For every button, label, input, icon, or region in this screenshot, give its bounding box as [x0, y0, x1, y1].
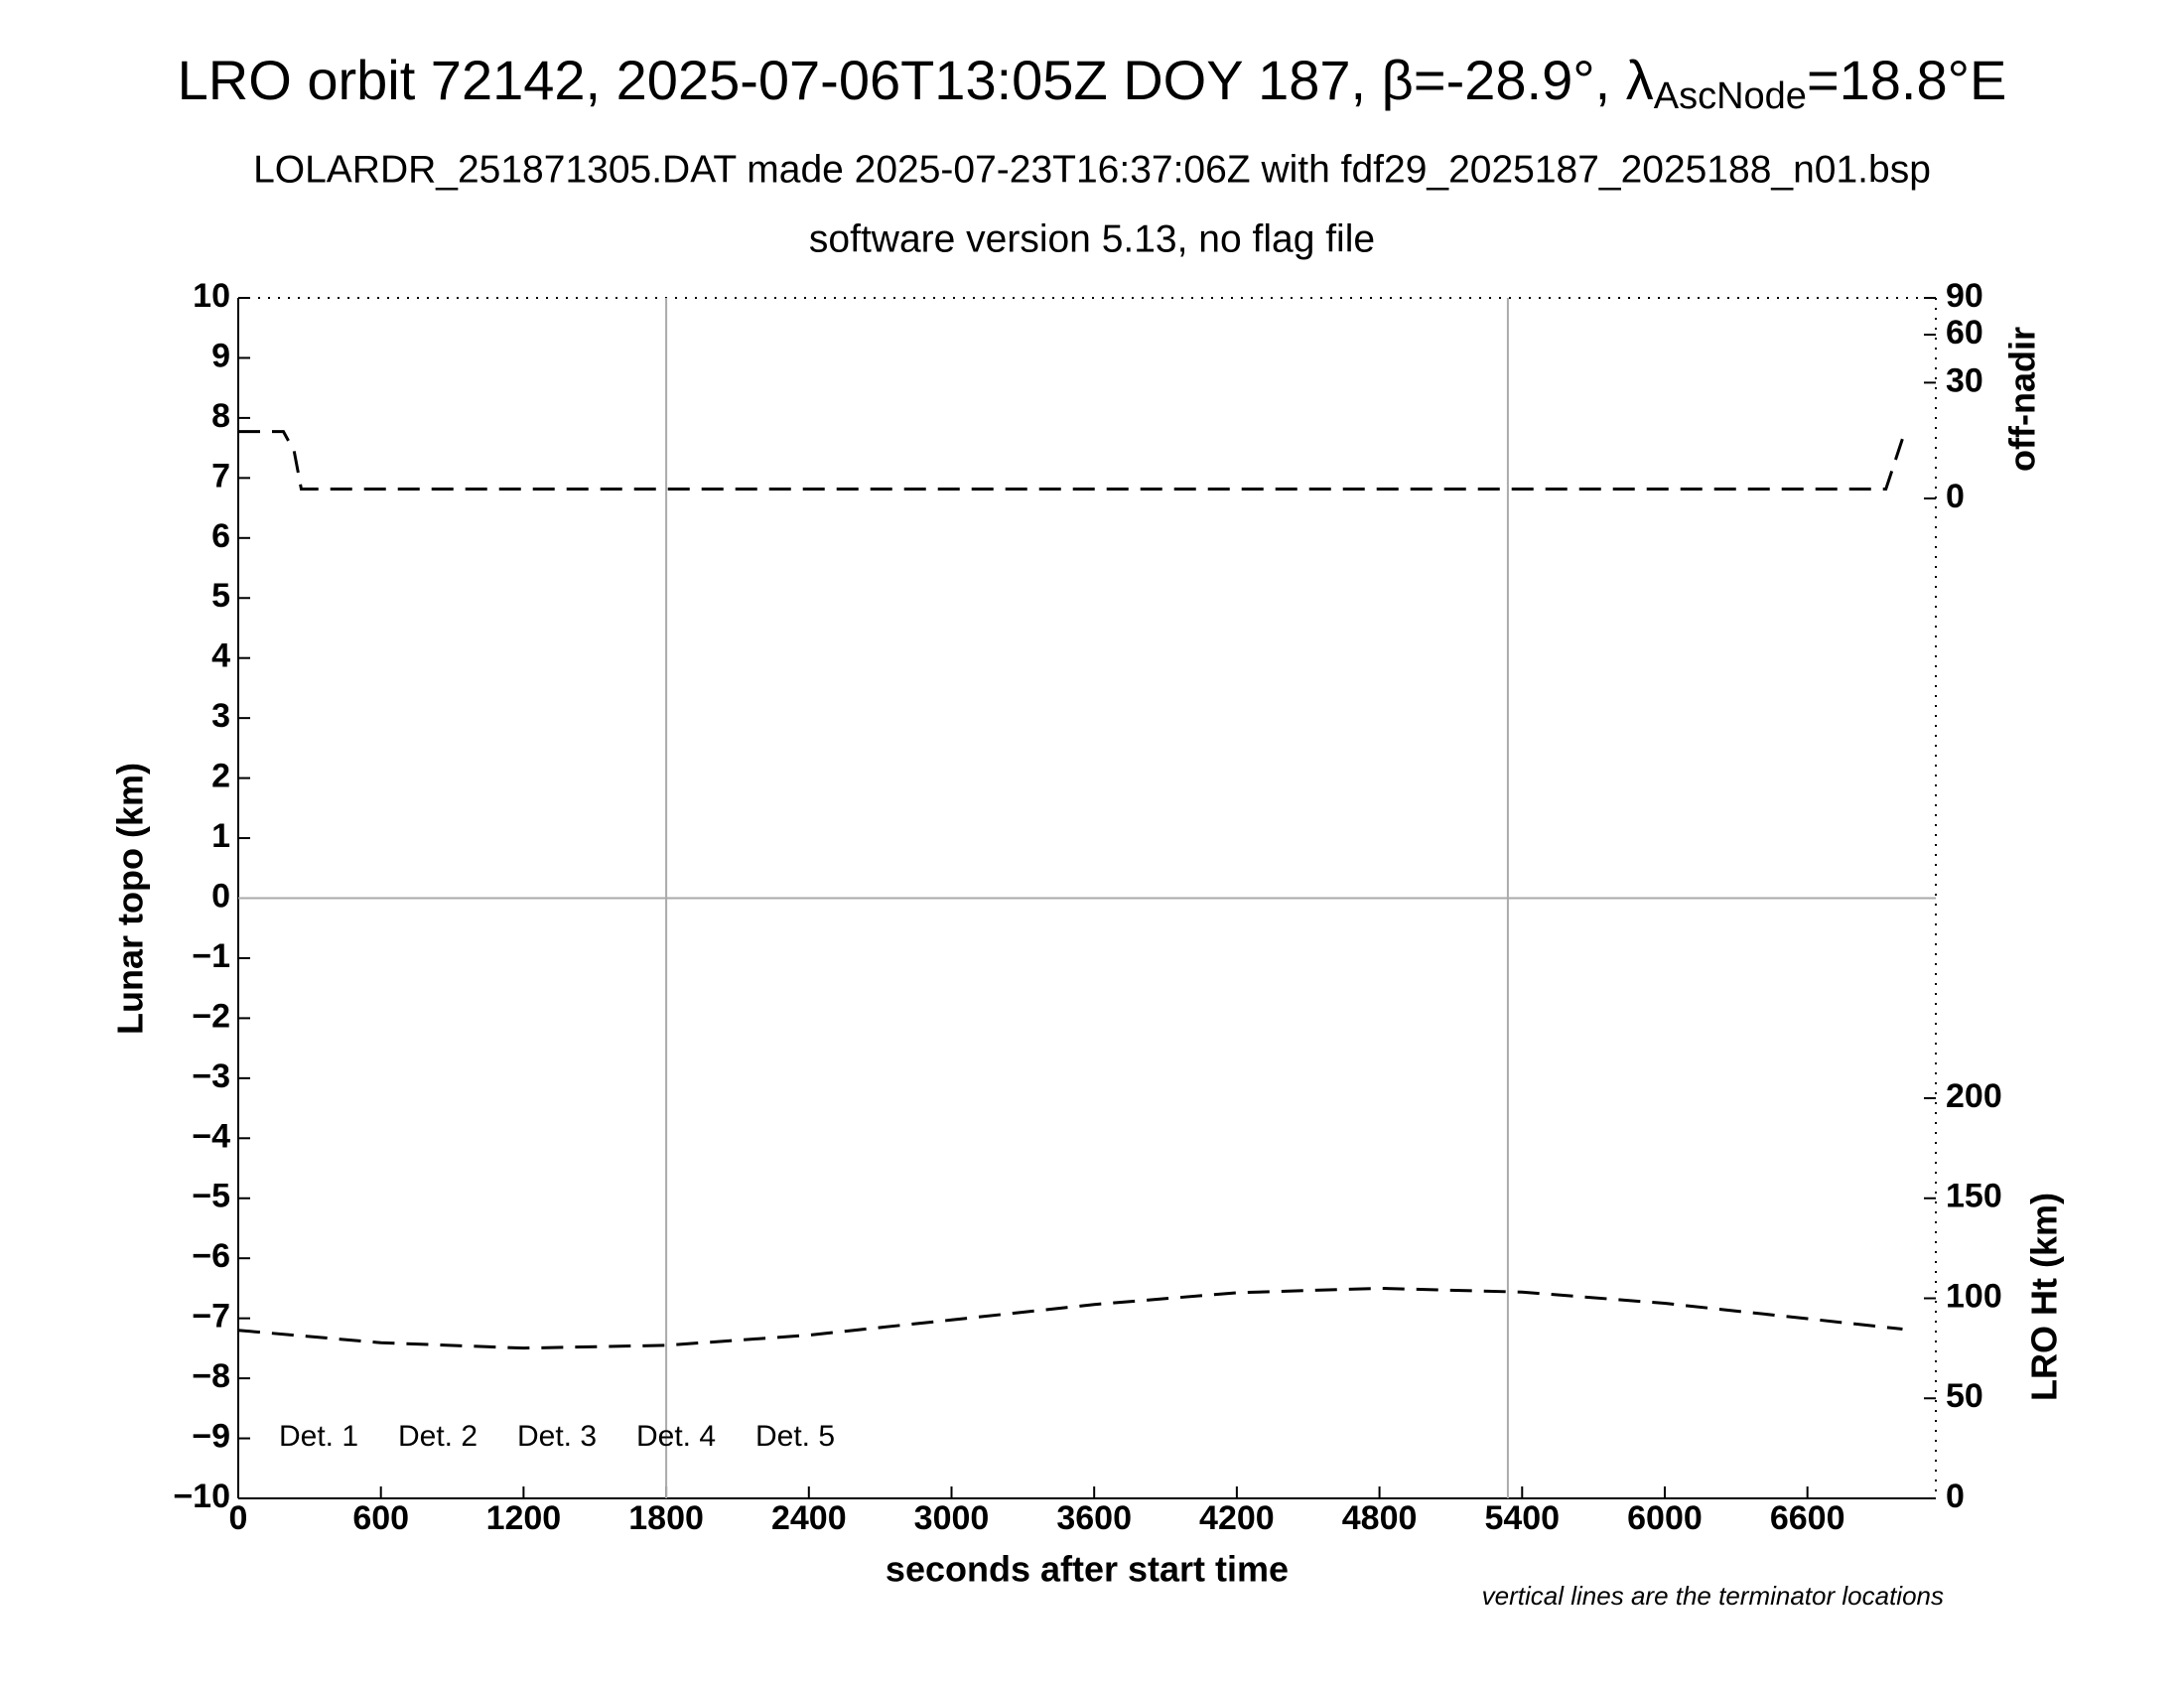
y2ticks-tick-label: 0	[1946, 478, 1965, 515]
y-tick-label: 4	[211, 637, 230, 675]
y-tick-label: −1	[192, 937, 230, 975]
y-tick-label: −9	[192, 1418, 230, 1456]
legend-entry: Det. 4	[636, 1420, 716, 1453]
x-tick-label: 4800	[1342, 1499, 1418, 1537]
series-line	[237, 1286, 1903, 1350]
title-main: LRO orbit 72142, 2025-07-06T13:05Z DOY 1…	[178, 49, 1654, 111]
note: vertical lines are the terminator locati…	[1482, 1581, 1944, 1611]
x-tick-label: 1800	[628, 1499, 704, 1537]
x-axis-label: seconds after start time	[886, 1549, 1289, 1590]
y3ticks-tick-label: 200	[1946, 1077, 2002, 1115]
y3ticks-tick-label: 50	[1946, 1377, 1983, 1415]
y-tick-label: 5	[211, 577, 230, 615]
title-sub: AscNode	[1654, 75, 1807, 117]
y-tick-label: −2	[192, 997, 230, 1035]
y-tick-label: 3	[211, 697, 230, 735]
y-tick-label: 10	[193, 277, 230, 315]
y-tick-label: 1	[211, 817, 230, 855]
legend-entry: Det. 1	[279, 1420, 358, 1453]
y-tick-label: 2	[211, 758, 230, 795]
y-tick-label: −8	[192, 1357, 230, 1395]
y-tick-label: −10	[173, 1478, 230, 1515]
legend-entry: Det. 2	[398, 1420, 478, 1453]
series-line	[238, 430, 1904, 491]
y3ticks-tick-label: 0	[1946, 1478, 1965, 1515]
x-tick-label: 5400	[1484, 1499, 1560, 1537]
y2-axis-label: off-nadir	[2002, 327, 2043, 472]
y-tick-label: 7	[211, 457, 230, 494]
y-tick-label: −7	[192, 1298, 230, 1336]
x-tick-label: 4200	[1199, 1499, 1275, 1537]
y3ticks-tick-label: 150	[1946, 1178, 2002, 1215]
title-end: =18.8°E	[1807, 49, 2006, 111]
y-tick-label: −6	[192, 1237, 230, 1275]
x-tick-label: 6000	[1627, 1499, 1703, 1537]
y-tick-label: 6	[211, 517, 230, 555]
y-tick-label: −3	[192, 1058, 230, 1095]
y-axis-label: Lunar topo (km)	[110, 763, 151, 1035]
y-tick-label: 9	[211, 337, 230, 374]
x-tick-label: 3600	[1056, 1499, 1132, 1537]
subtitle2: software version 5.13, no flag file	[809, 217, 1375, 260]
y-tick-label: −4	[192, 1117, 230, 1155]
x-tick-label: 600	[352, 1499, 409, 1537]
legend-entry: Det. 3	[517, 1420, 597, 1453]
x-tick-label: 1200	[486, 1499, 562, 1537]
y3-axis-label: LRO Ht (km)	[2024, 1193, 2065, 1401]
x-tick-label: 6600	[1770, 1499, 1845, 1537]
chart-title: LRO orbit 72142, 2025-07-06T13:05Z DOY 1…	[178, 49, 2007, 117]
y3ticks-tick-label: 100	[1946, 1277, 2002, 1315]
x-tick-label: 0	[229, 1499, 248, 1537]
y2ticks-tick-label: 90	[1946, 277, 1983, 315]
y-tick-label: 0	[211, 877, 230, 915]
x-tick-label: 3000	[914, 1499, 990, 1537]
legend-entry: Det. 5	[755, 1420, 835, 1453]
x-tick-label: 2400	[771, 1499, 847, 1537]
y2ticks-tick-label: 30	[1946, 361, 1983, 399]
y2ticks-tick-label: 60	[1946, 314, 1983, 352]
y-tick-label: 8	[211, 397, 230, 435]
subtitle: LOLARDR_251871305.DAT made 2025-07-23T16…	[253, 148, 1931, 191]
y-tick-label: −5	[192, 1178, 230, 1215]
